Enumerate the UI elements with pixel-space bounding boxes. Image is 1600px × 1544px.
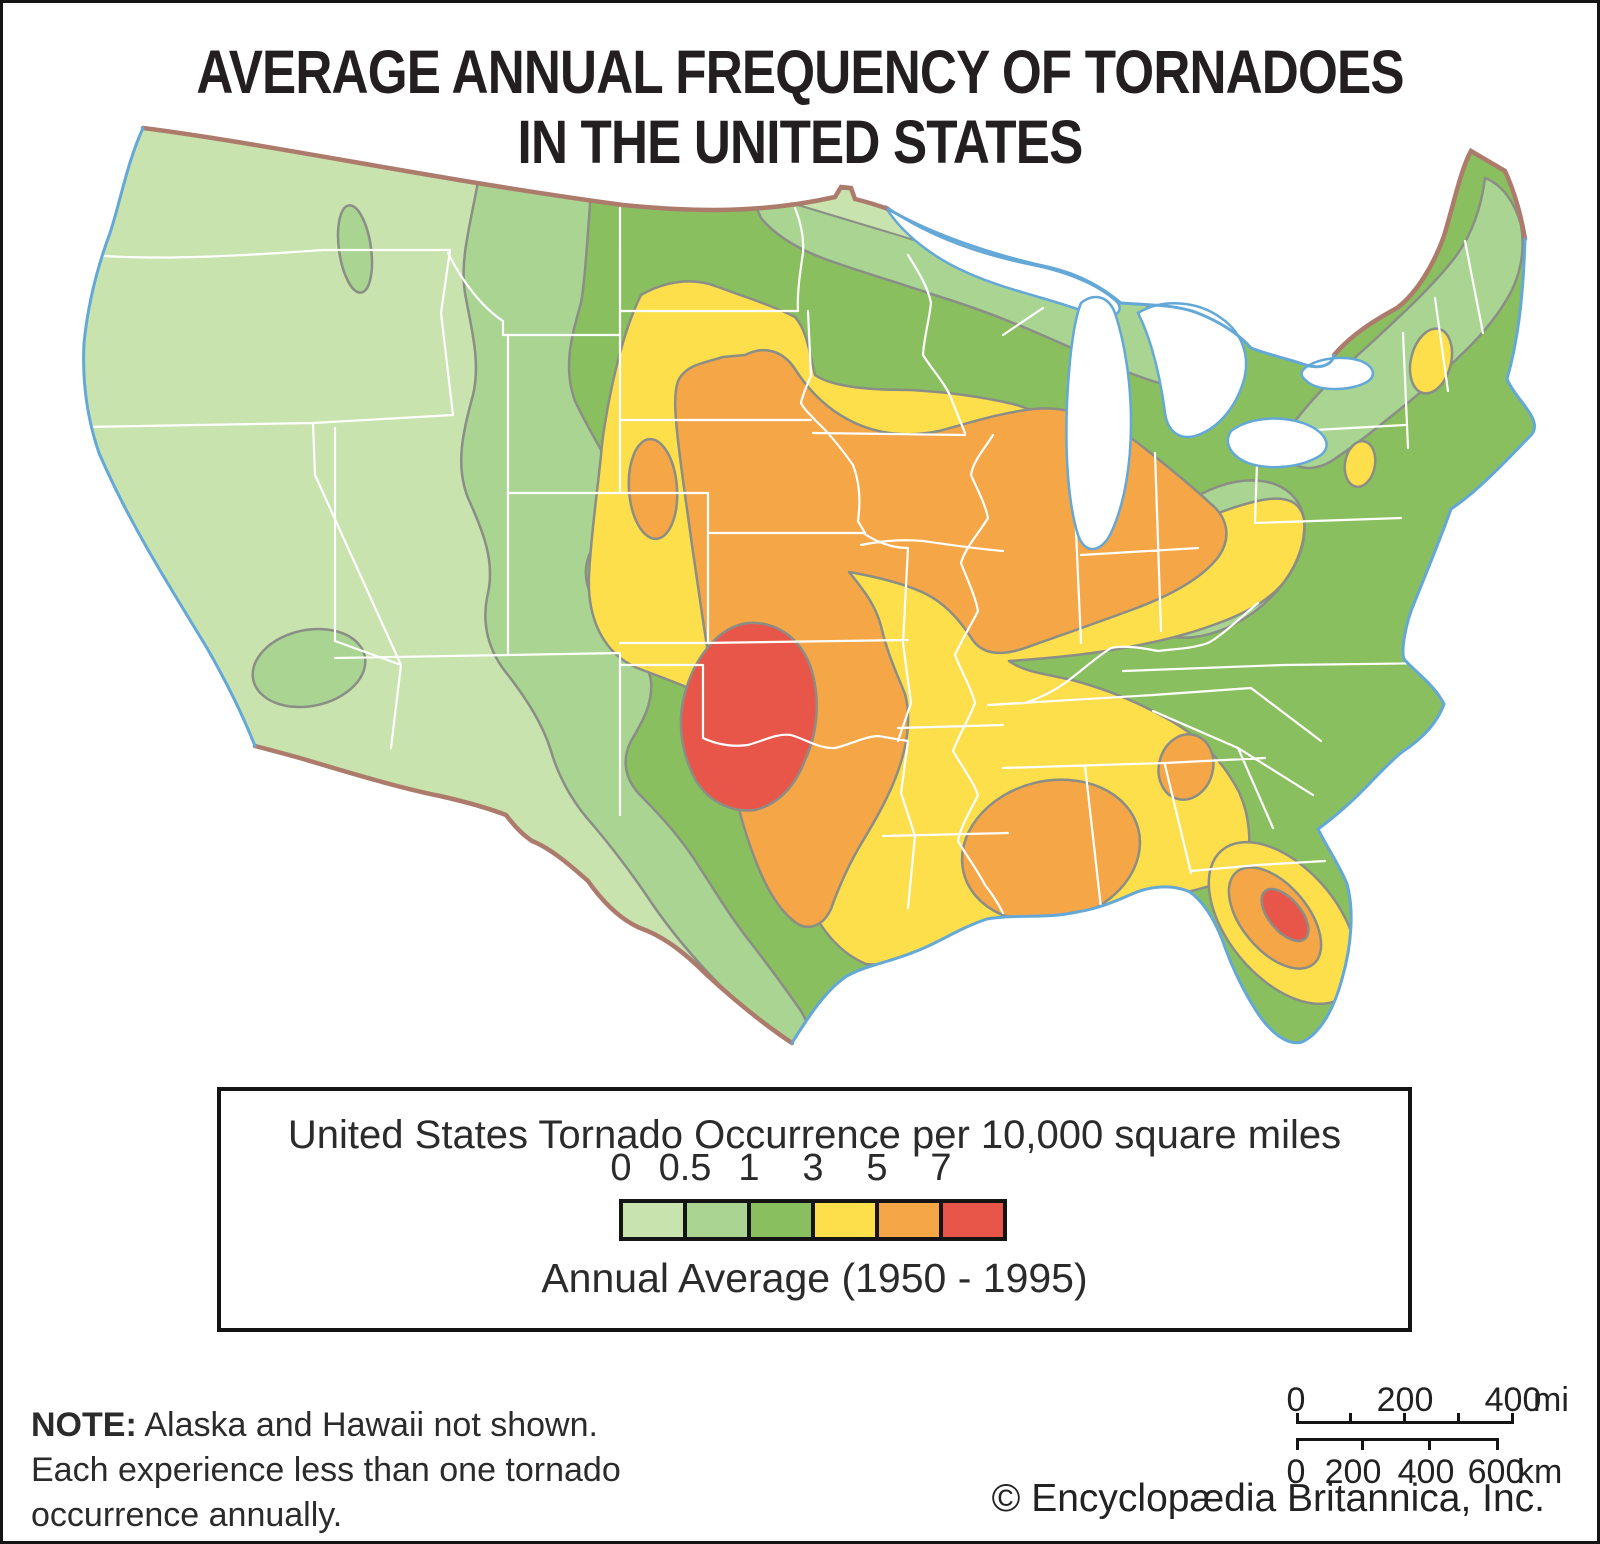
legend-color-ramp [619, 1199, 1007, 1241]
scale-km-0: 0 [1286, 1453, 1306, 1491]
lake-ontario [1300, 356, 1374, 391]
mexico-border [252, 743, 795, 1046]
map-note-line3: occurrence annually. [31, 1496, 343, 1534]
map-note-line2: Each experience less than one tornado [31, 1451, 621, 1489]
legend-swatch-band-1 [751, 1203, 815, 1237]
canada-border [140, 125, 891, 213]
legend-swatch-band-05 [687, 1203, 751, 1237]
legend-swatch-band-7 [943, 1203, 1003, 1237]
scale-km-unit: km [1517, 1453, 1563, 1491]
scale-km-200: 200 [1324, 1453, 1382, 1491]
region-band-5-georgia-spot [1157, 733, 1215, 801]
lake-huron [1136, 302, 1248, 439]
scale-mi-unit: mi [1533, 1381, 1569, 1419]
map-note-label: NOTE: [31, 1406, 137, 1444]
region-band-5-nebraska-spot [627, 437, 679, 541]
legend-heading: United States Tornado Occurrence per 10,… [287, 1113, 1342, 1157]
atlantic-gulf-coastline [790, 237, 1536, 1045]
copyright-line: © Encyclopædia Britannica, Inc. [991, 1477, 1545, 1520]
legend-tick-3: 3 [802, 1147, 824, 1189]
scale-km-600: 600 [1467, 1453, 1525, 1491]
state-borders [83, 196, 1485, 915]
map-title: AVERAGE ANNUAL FREQUENCY OF TORNADOES IN… [131, 37, 1470, 177]
lake-erie [1226, 417, 1328, 469]
scale-ruler-km [1296, 1438, 1499, 1450]
map-title-line2: IN THE UNITED STATES [517, 108, 1084, 176]
canada-border-northeast [1331, 147, 1528, 358]
scale-mi-200: 200 [1376, 1381, 1434, 1419]
legend-swatch-band-3 [815, 1203, 879, 1237]
map-title-line1: AVERAGE ANNUAL FREQUENCY OF TORNADOES [196, 38, 1404, 106]
scale-km-400: 400 [1397, 1453, 1455, 1491]
scale-ruler-miles [1296, 1413, 1514, 1424]
region-band-3-pennsylvania-spot [1343, 439, 1377, 489]
region-band-05-newmexico-spot [251, 627, 367, 709]
region-band-05-northeast-band [1280, 176, 1524, 470]
map-note: NOTE: Alaska and Hawaii not shown. Each … [31, 1403, 621, 1538]
legend-swatch-band-0 [623, 1203, 687, 1237]
legend-tick-0: 0 [610, 1147, 632, 1189]
legend-tick-1: 1 [738, 1147, 760, 1189]
scale-mi-400: 400 [1484, 1381, 1542, 1419]
legend-tick-0-5: 0.5 [658, 1147, 712, 1189]
legend-caption: Annual Average (1950 - 1995) [541, 1255, 1088, 1301]
legend-box: United States Tornado Occurrence per 10,… [217, 1087, 1412, 1332]
scale-bar: 0 200 400 mi 0 200 400 600 km [1265, 1381, 1585, 1491]
map-note-line1: NOTE: Alaska and Hawaii not shown. [31, 1406, 598, 1444]
scale-mi-0: 0 [1286, 1381, 1306, 1419]
region-band-7-florida-core [1260, 887, 1310, 943]
great-lakes [883, 204, 1374, 551]
legend-swatch-band-5 [879, 1203, 943, 1237]
us-tornado-map [82, 125, 1536, 1046]
great-lakes-border-shore [886, 207, 1336, 369]
pacific-coastline [82, 126, 257, 748]
region-band-7-oklahoma-core [679, 621, 818, 812]
legend-tick-5: 5 [866, 1147, 888, 1189]
legend-tick-7: 7 [930, 1147, 952, 1189]
lake-michigan [1065, 295, 1133, 551]
